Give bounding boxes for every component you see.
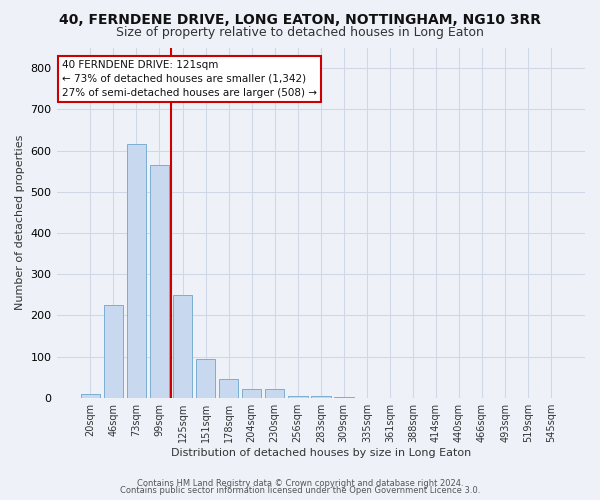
- Text: Contains public sector information licensed under the Open Government Licence 3.: Contains public sector information licen…: [120, 486, 480, 495]
- X-axis label: Distribution of detached houses by size in Long Eaton: Distribution of detached houses by size …: [170, 448, 471, 458]
- Bar: [173, 294, 193, 398]
- Text: 40, FERNDENE DRIVE, LONG EATON, NOTTINGHAM, NG10 3RR: 40, FERNDENE DRIVE, LONG EATON, NOTTINGH…: [59, 12, 541, 26]
- Bar: [196, 358, 215, 398]
- Text: Size of property relative to detached houses in Long Eaton: Size of property relative to detached ho…: [116, 26, 484, 39]
- Bar: [219, 379, 238, 398]
- Bar: [311, 396, 331, 398]
- Bar: [149, 165, 169, 398]
- Bar: [242, 390, 262, 398]
- Bar: [80, 394, 100, 398]
- Text: 40 FERNDENE DRIVE: 121sqm
← 73% of detached houses are smaller (1,342)
27% of se: 40 FERNDENE DRIVE: 121sqm ← 73% of detac…: [62, 60, 317, 98]
- Bar: [288, 396, 308, 398]
- Bar: [334, 397, 353, 398]
- Bar: [127, 144, 146, 398]
- Text: Contains HM Land Registry data © Crown copyright and database right 2024.: Contains HM Land Registry data © Crown c…: [137, 478, 463, 488]
- Y-axis label: Number of detached properties: Number of detached properties: [15, 135, 25, 310]
- Bar: [104, 305, 123, 398]
- Bar: [265, 390, 284, 398]
